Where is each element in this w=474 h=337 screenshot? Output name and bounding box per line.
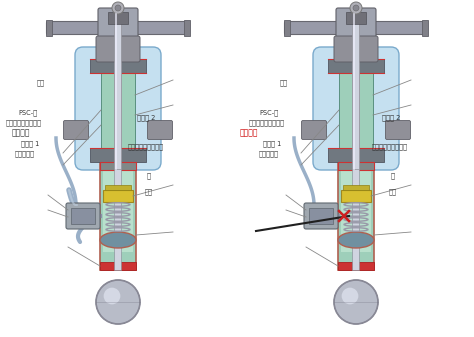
Bar	[115, 162, 121, 270]
Text: 充气: 充气	[389, 189, 397, 195]
Text: 充气: 充气	[145, 189, 153, 195]
Bar	[338, 162, 374, 270]
Text: 工作腔 1: 工作腔 1	[21, 140, 40, 147]
Ellipse shape	[338, 232, 374, 248]
FancyBboxPatch shape	[135, 22, 190, 34]
Circle shape	[112, 2, 124, 14]
Bar	[103, 190, 133, 202]
Text: 工作腔 2: 工作腔 2	[137, 115, 156, 121]
Bar	[328, 59, 384, 73]
Bar	[353, 57, 359, 160]
Bar	[341, 164, 371, 252]
Text: 孔: 孔	[391, 172, 395, 179]
Bar	[115, 57, 121, 160]
FancyBboxPatch shape	[284, 22, 339, 34]
Circle shape	[350, 2, 362, 14]
Bar	[353, 14, 359, 169]
Bar	[184, 20, 190, 36]
Bar	[341, 190, 371, 202]
Circle shape	[342, 288, 358, 304]
FancyBboxPatch shape	[46, 22, 101, 34]
Bar	[90, 59, 146, 73]
Bar	[46, 20, 52, 36]
Bar	[108, 12, 128, 24]
FancyBboxPatch shape	[313, 47, 399, 170]
Bar	[339, 61, 373, 156]
Bar	[115, 14, 121, 169]
Bar	[338, 262, 374, 270]
Text: 底阀: 底阀	[37, 79, 45, 86]
Text: 空气接口上的节流阀: 空气接口上的节流阀	[6, 120, 42, 126]
Text: 工作腔 1: 工作腔 1	[263, 140, 282, 147]
FancyBboxPatch shape	[334, 36, 378, 62]
Bar	[90, 148, 146, 162]
Circle shape	[353, 5, 359, 11]
FancyBboxPatch shape	[75, 47, 161, 170]
Bar	[101, 61, 135, 156]
Bar	[71, 208, 95, 224]
Bar	[422, 20, 428, 36]
Text: 底阀: 底阀	[280, 79, 288, 86]
FancyBboxPatch shape	[98, 8, 138, 44]
Text: 孔: 孔	[147, 172, 151, 179]
Bar	[328, 148, 384, 162]
Text: 工作腔 2: 工作腔 2	[382, 115, 400, 121]
Text: PSC-阀: PSC-阀	[260, 110, 279, 116]
Text: 气动软管: 气动软管	[12, 129, 30, 137]
Bar	[100, 162, 136, 270]
Bar	[309, 208, 333, 224]
Bar	[353, 162, 359, 270]
Bar	[105, 185, 131, 190]
Text: 带有密封槽的活塞阀: 带有密封槽的活塞阀	[128, 143, 164, 150]
Text: 空气接口上的节流阀: 空气接口上的节流阀	[249, 120, 285, 126]
Bar	[100, 262, 136, 270]
FancyBboxPatch shape	[304, 203, 338, 229]
FancyBboxPatch shape	[336, 8, 376, 44]
FancyBboxPatch shape	[147, 121, 173, 140]
FancyBboxPatch shape	[301, 121, 327, 140]
Bar	[343, 185, 369, 190]
Bar	[338, 162, 374, 170]
Circle shape	[104, 288, 120, 304]
Text: 回弹限位块: 回弹限位块	[14, 150, 34, 157]
Bar	[100, 162, 136, 170]
Bar	[284, 20, 290, 36]
FancyBboxPatch shape	[66, 203, 100, 229]
Text: 带有密封槽的活塞阀: 带有密封槽的活塞阀	[372, 143, 408, 150]
Ellipse shape	[100, 232, 136, 248]
Circle shape	[115, 5, 121, 11]
Bar	[346, 12, 366, 24]
Text: 电控线束: 电控线束	[239, 129, 258, 137]
Text: PSC-阀: PSC-阀	[18, 110, 37, 116]
FancyBboxPatch shape	[373, 22, 428, 34]
Bar	[103, 164, 133, 252]
FancyBboxPatch shape	[385, 121, 410, 140]
FancyBboxPatch shape	[64, 121, 89, 140]
Circle shape	[96, 280, 140, 324]
Circle shape	[334, 280, 378, 324]
FancyBboxPatch shape	[96, 36, 140, 62]
Text: 回弹限位块: 回弹限位块	[258, 150, 278, 157]
